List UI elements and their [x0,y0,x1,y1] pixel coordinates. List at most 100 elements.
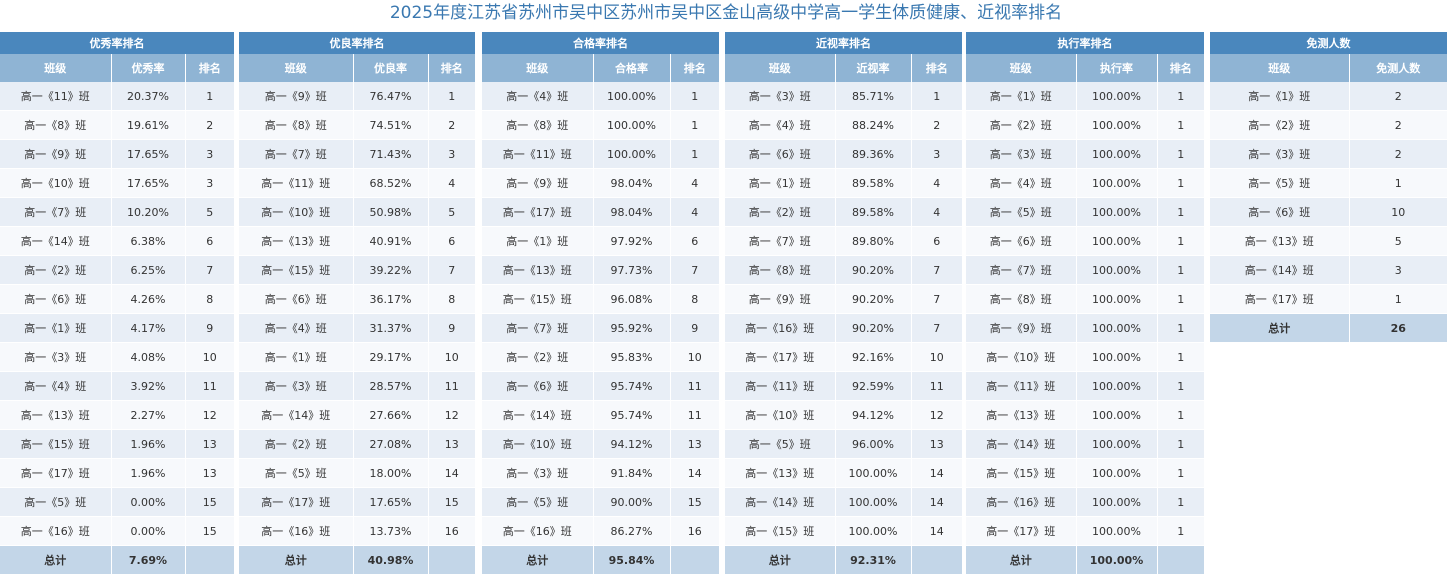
table-cell: 2.27% [111,400,186,430]
table-heading: 近视率排名 [725,32,963,54]
table-cell: 100.00% [1076,371,1158,401]
table-cell: 3 [185,168,235,198]
total-cell: 总计 [482,545,594,575]
table-heading: 免测人数 [1210,32,1447,54]
table-row: 高一《9》班 100.00% 1 [966,313,1205,343]
table-cell: 14 [428,458,476,488]
table-cell: 高一《2》班 [239,429,354,459]
table-cell: 高一《10》班 [966,342,1077,372]
column-header: 排名 [911,54,963,82]
column-header: 执行率 [1076,54,1158,82]
table-cell: 85.71% [835,82,912,111]
table-cell: 100.00% [1076,458,1158,488]
table-cell: 100.00% [1076,82,1158,111]
table-cell: 1 [1157,487,1205,517]
table-cell: 高一《2》班 [0,255,112,285]
table-cell: 68.52% [353,168,429,198]
table-row: 高一《5》班 100.00% 1 [966,197,1205,227]
table-row: 高一《16》班 90.20% 7 [725,313,963,343]
table-cell: 89.80% [835,226,912,256]
table-cell: 100.00% [1076,400,1158,430]
table-cell: 4 [911,168,963,198]
table-row: 高一《6》班 10 [1210,197,1447,227]
table-cell: 高一《6》班 [966,226,1077,256]
table-row: 高一《2》班 95.83% 10 [482,342,720,372]
table-cell: 13 [185,458,235,488]
table-cell: 高一《5》班 [966,197,1077,227]
table-cell: 36.17% [353,284,429,314]
table-cell: 95.92% [593,313,671,343]
table-cell: 高一《2》班 [966,110,1077,140]
table-cell: 1 [1157,110,1205,140]
exempt-ranking-table: 免测人数 班级 免测人数 高一《1》班 2 高一《2》班 2 高一《3》班 2 高一《5》班 1 高一… [1210,32,1447,343]
table-cell: 高一《4》班 [725,110,836,140]
total-cell [911,545,963,575]
table-cell: 100.00% [593,110,671,140]
total-cell: 40.98% [353,545,429,575]
table-cell: 4 [428,168,476,198]
table-cell: 28.57% [353,371,429,401]
table-cell: 14 [911,487,963,517]
table-cell: 高一《9》班 [0,139,112,169]
table-cell: 95.83% [593,342,671,372]
table-row: 高一《14》班 6.38% 6 [0,226,235,256]
table-cell: 16 [670,516,720,546]
table-row: 高一《11》班 100.00% 1 [482,139,720,169]
table-cell: 高一《7》班 [966,255,1077,285]
table-cell: 100.00% [593,82,671,111]
table-cell: 高一《13》班 [239,226,354,256]
table-cell: 1.96% [111,429,186,459]
table-cell: 高一《4》班 [966,168,1077,198]
total-row: 总计 40.98% [239,545,476,575]
total-cell: 总计 [1210,313,1350,343]
table-cell: 高一《4》班 [0,371,112,401]
table-cell: 高一《14》班 [482,400,594,430]
table-cell: 98.04% [593,197,671,227]
table-cell: 4.08% [111,342,186,372]
table-row: 高一《3》班 85.71% 1 [725,82,963,111]
table-cell: 高一《7》班 [239,139,354,169]
table-cell: 高一《14》班 [1210,255,1350,285]
table-cell: 96.08% [593,284,671,314]
table-cell: 90.20% [835,284,912,314]
table-cell: 高一《11》班 [725,371,836,401]
table-row: 高一《16》班 0.00% 15 [0,516,235,546]
table-cell: 17.65% [111,139,186,169]
table-cell: 6 [185,226,235,256]
column-header: 排名 [670,54,720,82]
table-cell: 86.27% [593,516,671,546]
table-cell: 高一《17》班 [966,516,1077,546]
table-cell: 4.17% [111,313,186,343]
table-row: 高一《17》班 98.04% 4 [482,197,720,227]
table-cell: 1 [1157,342,1205,372]
column-header: 优良率 [353,54,429,82]
table-cell: 1 [670,110,720,140]
table-cell: 12 [911,400,963,430]
total-cell [670,545,720,575]
table-cell: 90.20% [835,255,912,285]
table-row: 高一《13》班 5 [1210,226,1447,256]
table-row: 高一《17》班 17.65% 15 [239,487,476,517]
table-cell: 高一《9》班 [966,313,1077,343]
table-cell: 高一《8》班 [966,284,1077,314]
table-cell: 1 [1157,400,1205,430]
table-cell: 12 [428,400,476,430]
table-row: 高一《2》班 89.58% 4 [725,197,963,227]
table-cell: 4 [670,168,720,198]
table-row: 高一《3》班 2 [1210,139,1447,169]
table-cell: 100.00% [1076,487,1158,517]
table-cell: 10.20% [111,197,186,227]
table-cell: 高一《13》班 [0,400,112,430]
table-cell: 1 [1349,284,1447,314]
table-cell: 9 [428,313,476,343]
table-row: 高一《1》班 97.92% 6 [482,226,720,256]
table-cell: 94.12% [835,400,912,430]
table-row: 高一《3》班 91.84% 14 [482,458,720,488]
table-cell: 高一《8》班 [725,255,836,285]
table-cell: 高一《14》班 [0,226,112,256]
table-row: 高一《13》班 2.27% 12 [0,400,235,430]
table-cell: 2 [1349,82,1447,111]
table-row: 高一《7》班 71.43% 3 [239,139,476,169]
table-row: 高一《14》班 95.74% 11 [482,400,720,430]
table-cell: 2 [185,110,235,140]
